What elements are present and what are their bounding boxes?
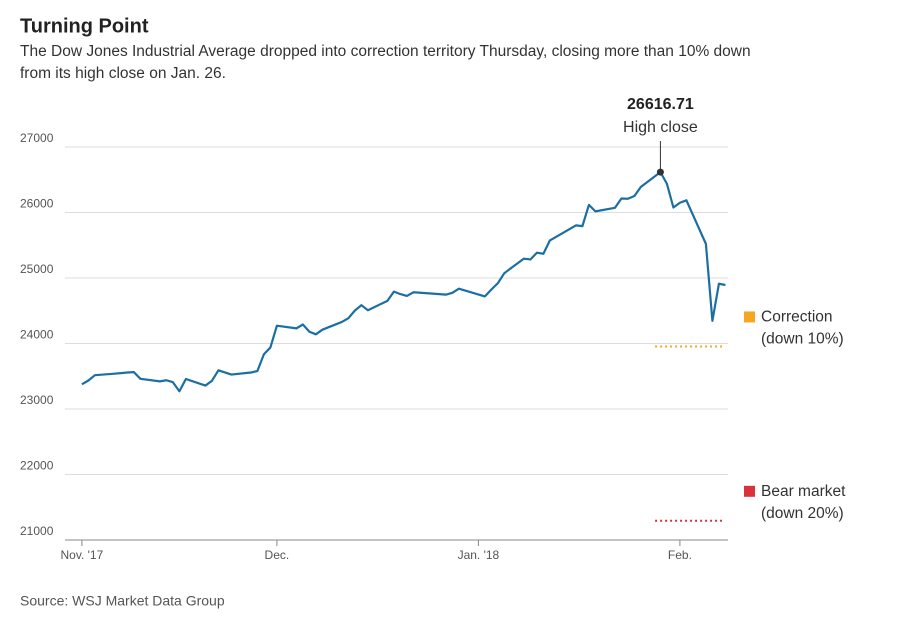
source: Source: WSJ Market Data Group xyxy=(20,593,225,609)
x-tick-label: Nov. '17 xyxy=(61,548,104,562)
legend-note: (down 10%) xyxy=(761,331,844,348)
y-tick-label: 24000 xyxy=(20,328,54,342)
y-tick-label: 25000 xyxy=(20,262,54,276)
y-tick-label: 23000 xyxy=(20,393,54,407)
subtitle: The Dow Jones Industrial Average dropped… xyxy=(20,43,751,60)
x-tick-label: Feb. xyxy=(668,548,692,562)
line xyxy=(81,171,726,393)
legend-label: Correction xyxy=(761,309,833,326)
subtitle: from its high close on Jan. 26. xyxy=(20,65,226,82)
x-tick-label: Dec. xyxy=(265,548,290,562)
y-tick-label: 21000 xyxy=(20,524,54,538)
legend-label: Bear market xyxy=(761,483,846,500)
legend-swatch xyxy=(744,311,755,323)
y-tick-label: 22000 xyxy=(20,459,54,473)
legend-swatch xyxy=(744,485,755,497)
x-tick-label: Jan. '18 xyxy=(458,548,500,562)
chart-title: Turning Point xyxy=(20,15,149,37)
y-tick-label: 27000 xyxy=(20,131,54,145)
y-tick-label: 26000 xyxy=(20,197,54,211)
high-point xyxy=(656,168,664,176)
annotation-value: 26616.71 xyxy=(627,96,694,113)
annotation-text: High close xyxy=(623,119,698,136)
legend-note: (down 20%) xyxy=(761,505,844,522)
